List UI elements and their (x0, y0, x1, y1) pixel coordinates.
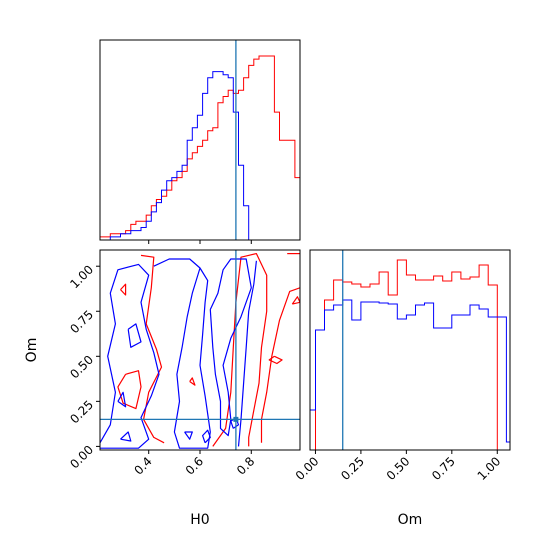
om-x-tick-label-4: 0.75 (429, 454, 458, 483)
contour-series-1-line-1 (117, 370, 142, 410)
contour-series-1-line-5 (212, 253, 268, 447)
contour-series-2-line-8 (202, 429, 211, 444)
contour-series-1-line-2 (140, 254, 165, 444)
contour-series-1-line-7 (268, 355, 283, 365)
contour-series-2-line-6 (209, 258, 252, 437)
om-x-tick-label-1: 0.00 (293, 454, 322, 483)
x-axis-label-om: Om (398, 512, 423, 528)
contour-series-2-line-7 (237, 260, 257, 447)
joint-x-tick-label-2: 0.6 (183, 454, 206, 477)
om-x-tick-label-3: 0.50 (384, 454, 413, 483)
h0-hist-series-2 (100, 71, 300, 241)
y-axis-label-om: Om (24, 338, 40, 363)
contour-series-2-line-1 (100, 263, 160, 449)
h0-marginal-panel (99, 39, 301, 244)
joint-x-tick-label-1: 0.4 (131, 454, 154, 477)
joint-y-tick-label-5: 1.00 (67, 262, 96, 291)
joint-y-tick-label-1: 0.00 (67, 443, 96, 472)
joint-y-tick-label-2: 0.25 (67, 398, 96, 427)
h0-om-contour-panel: 0.4 0.6 0.8 0.00 0.25 0.50 0.75 1.00 (67, 249, 301, 478)
om-frame (309, 249, 511, 451)
om-x-tick-label-5: 1.00 (475, 454, 504, 483)
om-marginal-panel: 0.00 0.25 0.50 0.75 1.00 (293, 249, 511, 483)
contour-series-2-line-9 (184, 431, 193, 440)
om-x-tick-label-2: 0.25 (338, 454, 367, 483)
joint-y-tick-label-4: 0.75 (67, 307, 96, 336)
h0-frame (99, 39, 301, 241)
joint-x-tick-label-3: 0.8 (234, 454, 257, 477)
contour-series-1-line-9 (291, 296, 300, 305)
contour-series-2-line-4 (117, 391, 127, 408)
joint-y-tick-label-3: 0.50 (67, 353, 96, 382)
contour-series-2-line-3 (127, 323, 142, 348)
h0-hist-series-1 (100, 55, 300, 238)
om-hist-series-1 (310, 259, 510, 451)
x-axis-label-h0: H0 (190, 512, 209, 528)
joint-truth-marker (233, 416, 239, 422)
contour-series-2-line-5 (153, 258, 211, 449)
contour-series-1-line-8 (189, 377, 196, 386)
contour-series-2-line-2 (120, 431, 132, 442)
om-hist-series-2 (310, 299, 510, 443)
contour-series-1-line-6 (120, 283, 127, 296)
